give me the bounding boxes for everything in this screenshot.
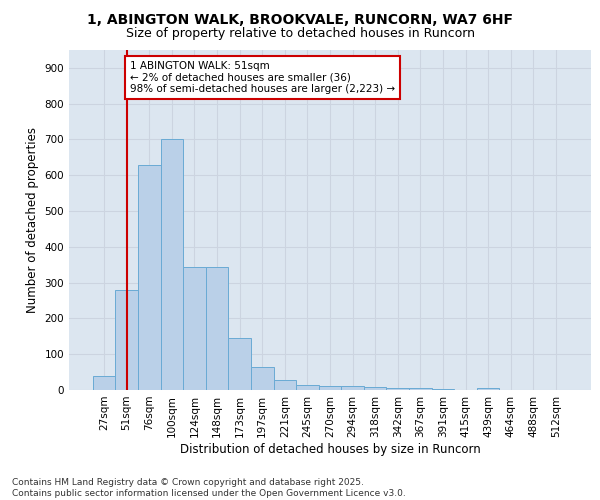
Text: 1, ABINGTON WALK, BROOKVALE, RUNCORN, WA7 6HF: 1, ABINGTON WALK, BROOKVALE, RUNCORN, WA… — [87, 12, 513, 26]
Bar — [138, 164, 161, 390]
Bar — [431, 389, 454, 390]
Bar — [341, 386, 364, 390]
Y-axis label: Number of detached properties: Number of detached properties — [26, 127, 39, 313]
Bar — [93, 376, 115, 390]
Bar — [386, 388, 409, 390]
Bar — [296, 384, 319, 390]
X-axis label: Distribution of detached houses by size in Runcorn: Distribution of detached houses by size … — [179, 442, 481, 456]
Bar — [409, 388, 431, 390]
Bar — [206, 266, 229, 390]
Bar — [251, 366, 274, 390]
Bar — [183, 266, 206, 390]
Text: Contains HM Land Registry data © Crown copyright and database right 2025.
Contai: Contains HM Land Registry data © Crown c… — [12, 478, 406, 498]
Bar — [477, 388, 499, 390]
Bar — [274, 380, 296, 390]
Bar — [115, 290, 138, 390]
Bar — [161, 140, 183, 390]
Bar — [229, 338, 251, 390]
Bar — [364, 387, 386, 390]
Text: 1 ABINGTON WALK: 51sqm
← 2% of detached houses are smaller (36)
98% of semi-deta: 1 ABINGTON WALK: 51sqm ← 2% of detached … — [130, 60, 395, 94]
Bar — [319, 386, 341, 390]
Text: Size of property relative to detached houses in Runcorn: Size of property relative to detached ho… — [125, 28, 475, 40]
